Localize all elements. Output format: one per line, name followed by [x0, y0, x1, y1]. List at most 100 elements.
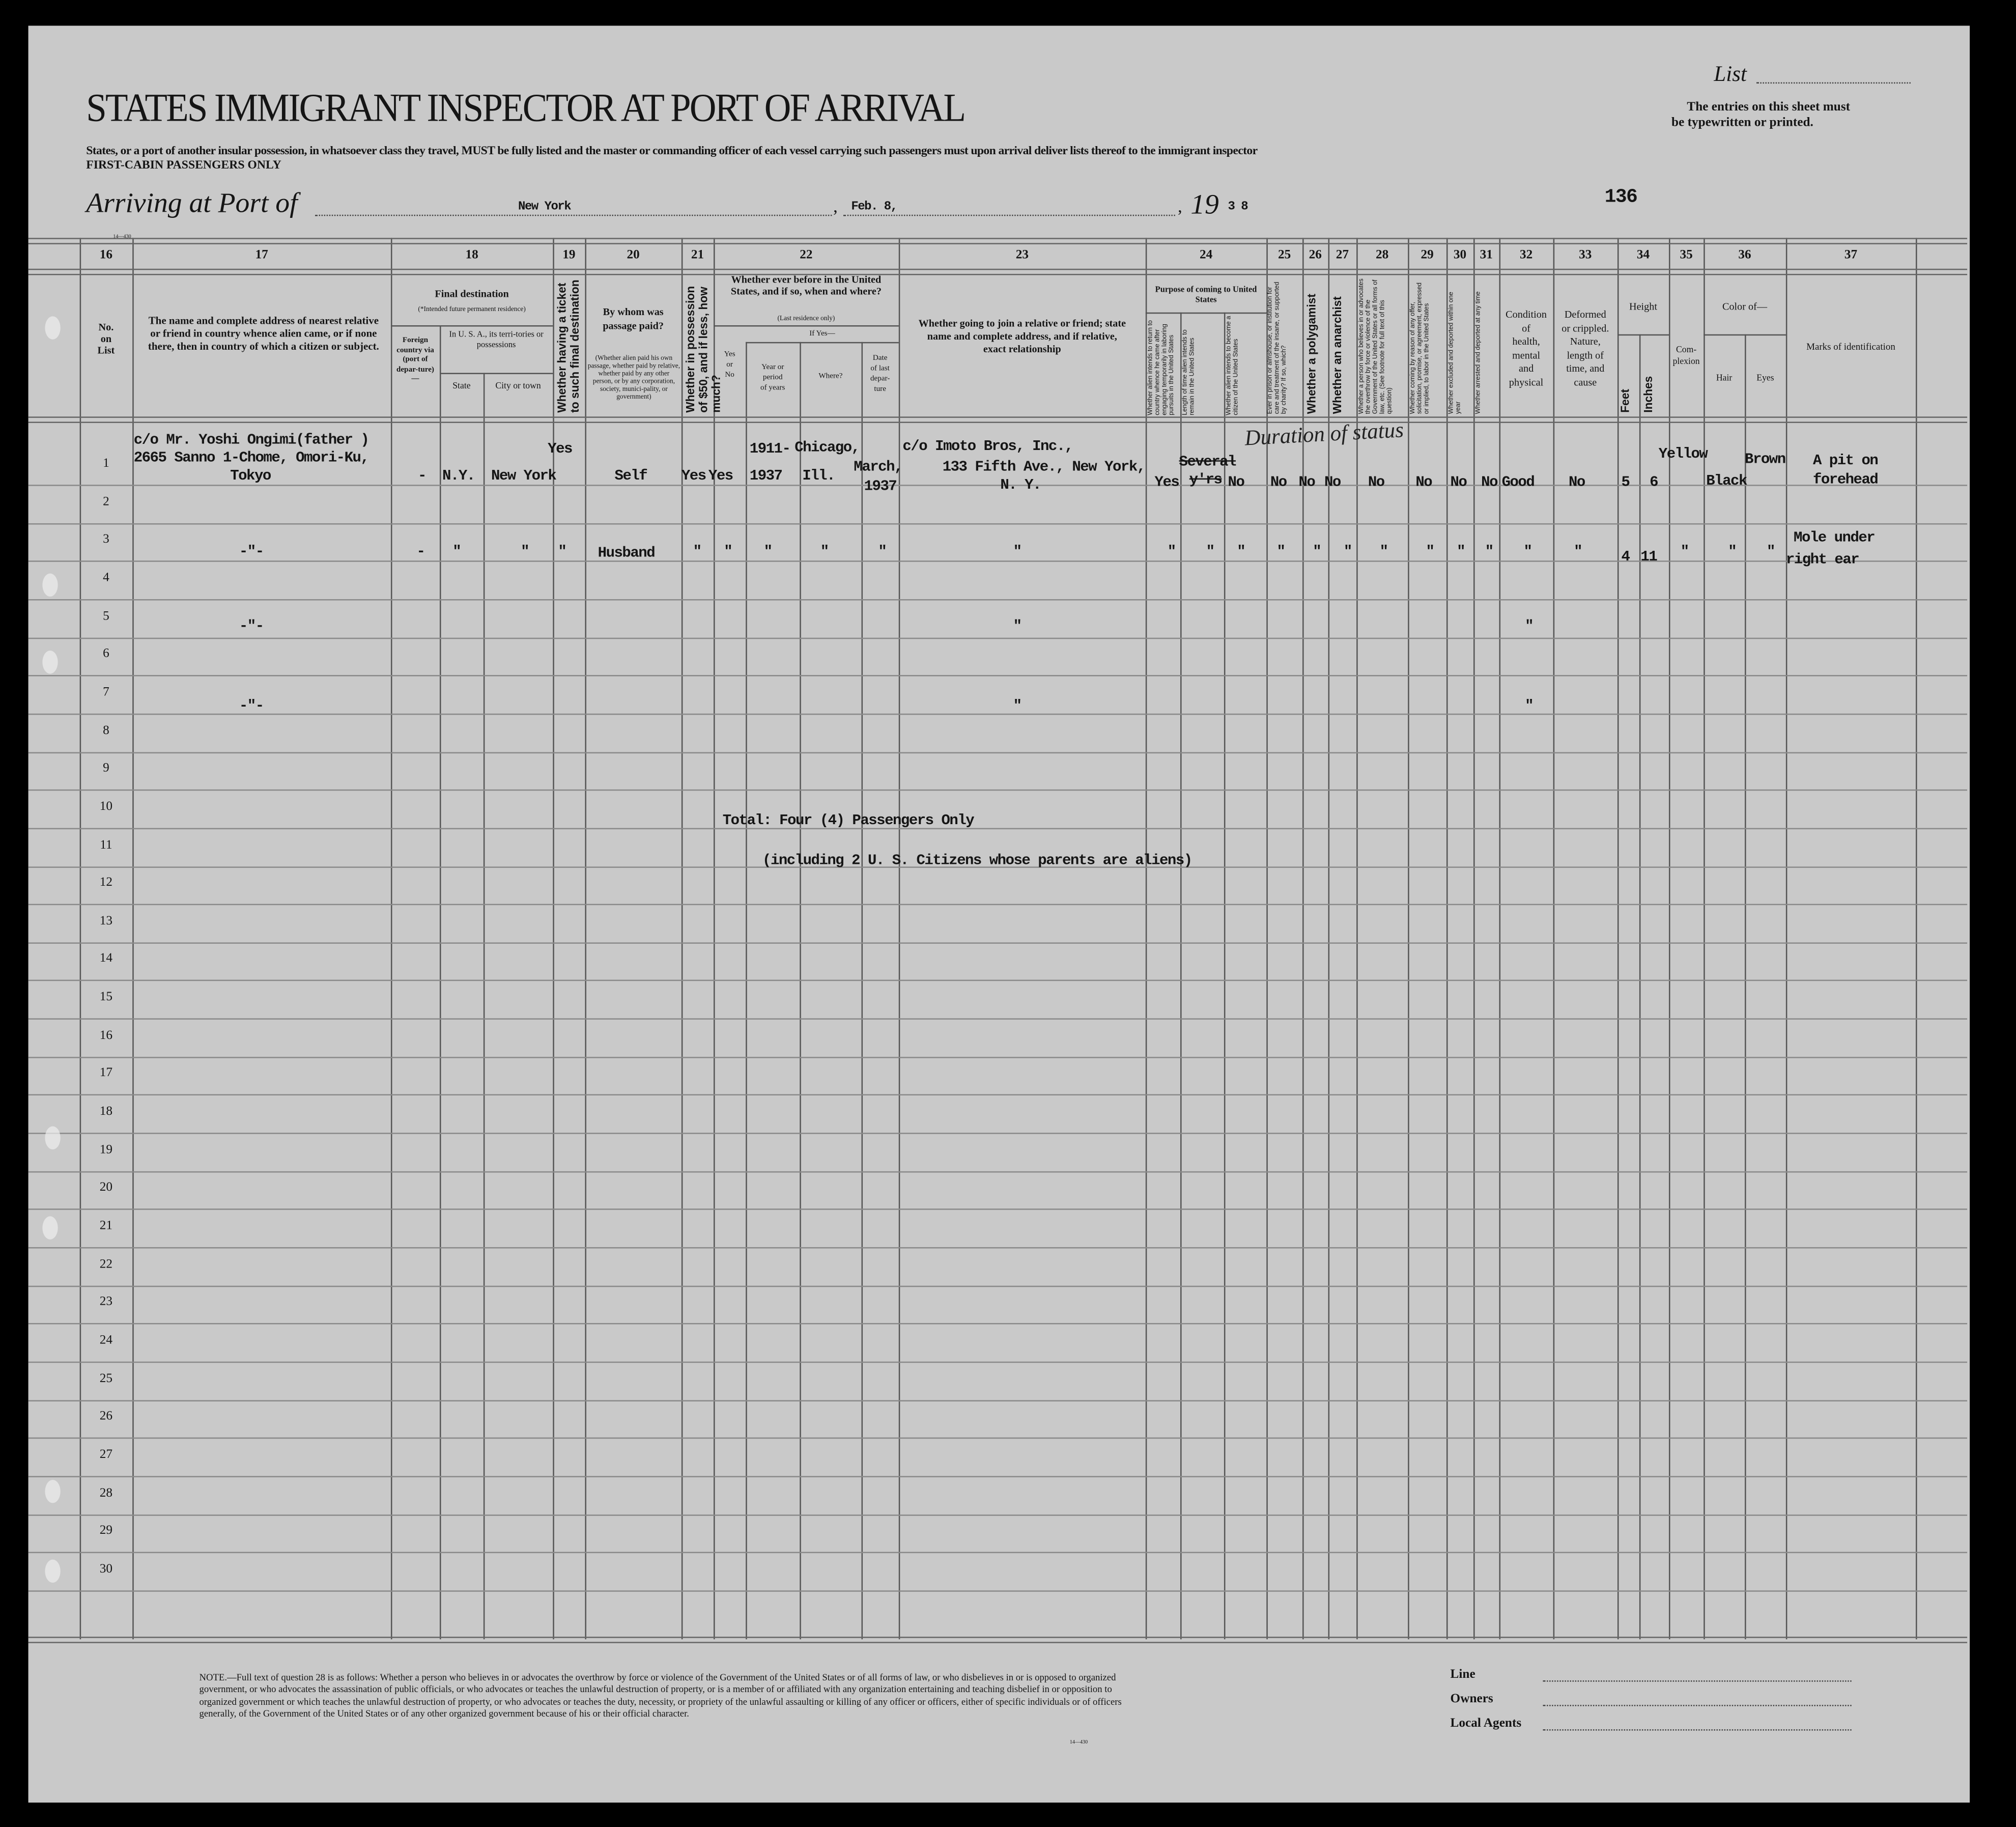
column-rule	[1617, 238, 1619, 1640]
header-prison: Ever in prison or almshouse, or institut…	[1266, 282, 1289, 414]
row-rule	[28, 599, 1968, 601]
row-number: 8	[103, 723, 109, 738]
column-number: 21	[691, 248, 704, 263]
column-rule	[1446, 238, 1448, 1640]
date-line	[843, 214, 1175, 216]
row-rule	[28, 523, 1968, 524]
column-number: 25	[1278, 248, 1291, 263]
row-number: 29	[99, 1524, 113, 1538]
identification-marks: A pit on	[1812, 453, 1879, 469]
last-departure-month: March,	[854, 459, 903, 476]
ever-before: Yes	[708, 468, 733, 485]
header-deformed: Deformed or crippled. Nature, length of …	[1561, 308, 1609, 388]
polygamist: No	[1298, 474, 1315, 491]
header-relative-address: The name and complete address of nearest…	[148, 315, 379, 353]
column-rule	[1916, 238, 1917, 1640]
foreign-country: -	[416, 544, 425, 561]
subcolumn-rule	[1180, 312, 1182, 1640]
header-passage-note: (Whether alien paid his own passage, whe…	[587, 355, 680, 402]
column-rule	[585, 238, 586, 1640]
ditto-mark: "	[1343, 544, 1353, 561]
binder-hole	[42, 1216, 58, 1240]
header-yes-no: Yes or No	[724, 351, 735, 380]
height-feet: 4	[1621, 549, 1631, 566]
local-agents-field-line	[1543, 1729, 1852, 1731]
anarchist: No	[1324, 474, 1341, 491]
list-number-line	[1756, 82, 1911, 84]
excluded: No	[1450, 474, 1467, 491]
row-rule	[28, 485, 1968, 486]
row-rule	[28, 1323, 1968, 1325]
ditto-relative: -"-	[239, 618, 264, 635]
row-rule	[28, 828, 1968, 829]
header-ever-before: Whether ever before in the United States…	[730, 273, 882, 297]
ditto-mark: "	[1167, 544, 1177, 561]
header-subrule	[390, 325, 553, 327]
column-rule	[1785, 238, 1787, 1640]
header-subrule	[1617, 334, 1669, 336]
joining-name: c/o Imoto Bros, Inc.,	[902, 438, 1073, 456]
ditto-mark: "	[1766, 544, 1776, 561]
row-rule	[28, 675, 1968, 677]
year-prefix: 19	[1190, 187, 1219, 220]
list-label: List	[1714, 62, 1747, 87]
prison: No	[1270, 474, 1287, 491]
row-number: 30	[99, 1562, 113, 1577]
column-number: 36	[1738, 248, 1751, 263]
owners-field-label: Owners	[1450, 1692, 1493, 1706]
column-rule	[898, 238, 900, 1640]
possession-50: Yes	[681, 468, 706, 485]
column-number: 18	[465, 248, 478, 263]
table-double-rule	[28, 268, 1968, 275]
height-inches: 6	[1650, 474, 1659, 491]
header-state: State	[452, 380, 471, 391]
column-number: 32	[1519, 248, 1533, 263]
row-number: 20	[99, 1180, 113, 1195]
header-purpose: Purpose of coming to United States	[1155, 285, 1257, 305]
subcolumn-rule	[1224, 312, 1226, 1640]
row-rule	[28, 1171, 1968, 1172]
relative-city: Tokyo	[230, 468, 271, 485]
ditto-mark: "	[558, 544, 567, 561]
health: Good	[1501, 474, 1535, 491]
row-number: 15	[99, 990, 113, 1004]
relative-name: c/o Mr. Yoshi Ongimi(father )	[133, 432, 370, 449]
column-rule	[1145, 238, 1147, 1640]
header-marks: Marks of identification	[1806, 341, 1895, 353]
ditto-mark: "	[521, 544, 530, 561]
column-number: 22	[800, 248, 813, 263]
header-year-period: Year or period of years	[760, 363, 785, 392]
header-in-usa: In U. S. A., its terri-tories or possess…	[449, 330, 544, 350]
table-double-rule	[28, 1637, 1968, 1643]
joining-address: 133 Fifth Ave., New York,	[942, 459, 1146, 476]
header-hair: Hair	[1716, 373, 1733, 383]
port-value: New York	[518, 199, 572, 214]
header-feet: Feet	[1619, 388, 1632, 413]
column-number: 31	[1480, 248, 1493, 263]
column-rule	[1669, 238, 1670, 1640]
row-rule	[28, 866, 1968, 867]
header-question-28: Whether a person who believes in or advo…	[1357, 278, 1394, 414]
ditto-mark: "	[1728, 544, 1737, 561]
subcolumn-rule	[439, 325, 441, 1640]
column-rule	[1553, 238, 1555, 1640]
row-number: 13	[99, 914, 113, 929]
ditto-mark: "	[1379, 544, 1389, 561]
row-number: 21	[99, 1219, 113, 1233]
table-double-rule	[28, 416, 1968, 423]
port-line	[315, 214, 832, 216]
labor-offer: No	[1415, 474, 1432, 491]
column-rule	[714, 238, 715, 1640]
row-number: 18	[99, 1104, 113, 1119]
form-number: 14—430	[113, 233, 131, 239]
header-last-residence: (Last residence only)	[777, 315, 835, 323]
header-excluded: Whether excluded and deported within one…	[1447, 292, 1463, 414]
row-rule	[28, 1361, 1968, 1363]
state: N.Y.	[442, 468, 475, 485]
row-number: 11	[100, 837, 112, 852]
ditto-mark: "	[452, 544, 462, 561]
row-number: 12	[99, 876, 113, 890]
header-length-of-stay: Length of time alien intends to remain i…	[1181, 329, 1197, 415]
row-rule	[28, 904, 1968, 906]
header-subrule	[1145, 312, 1267, 314]
